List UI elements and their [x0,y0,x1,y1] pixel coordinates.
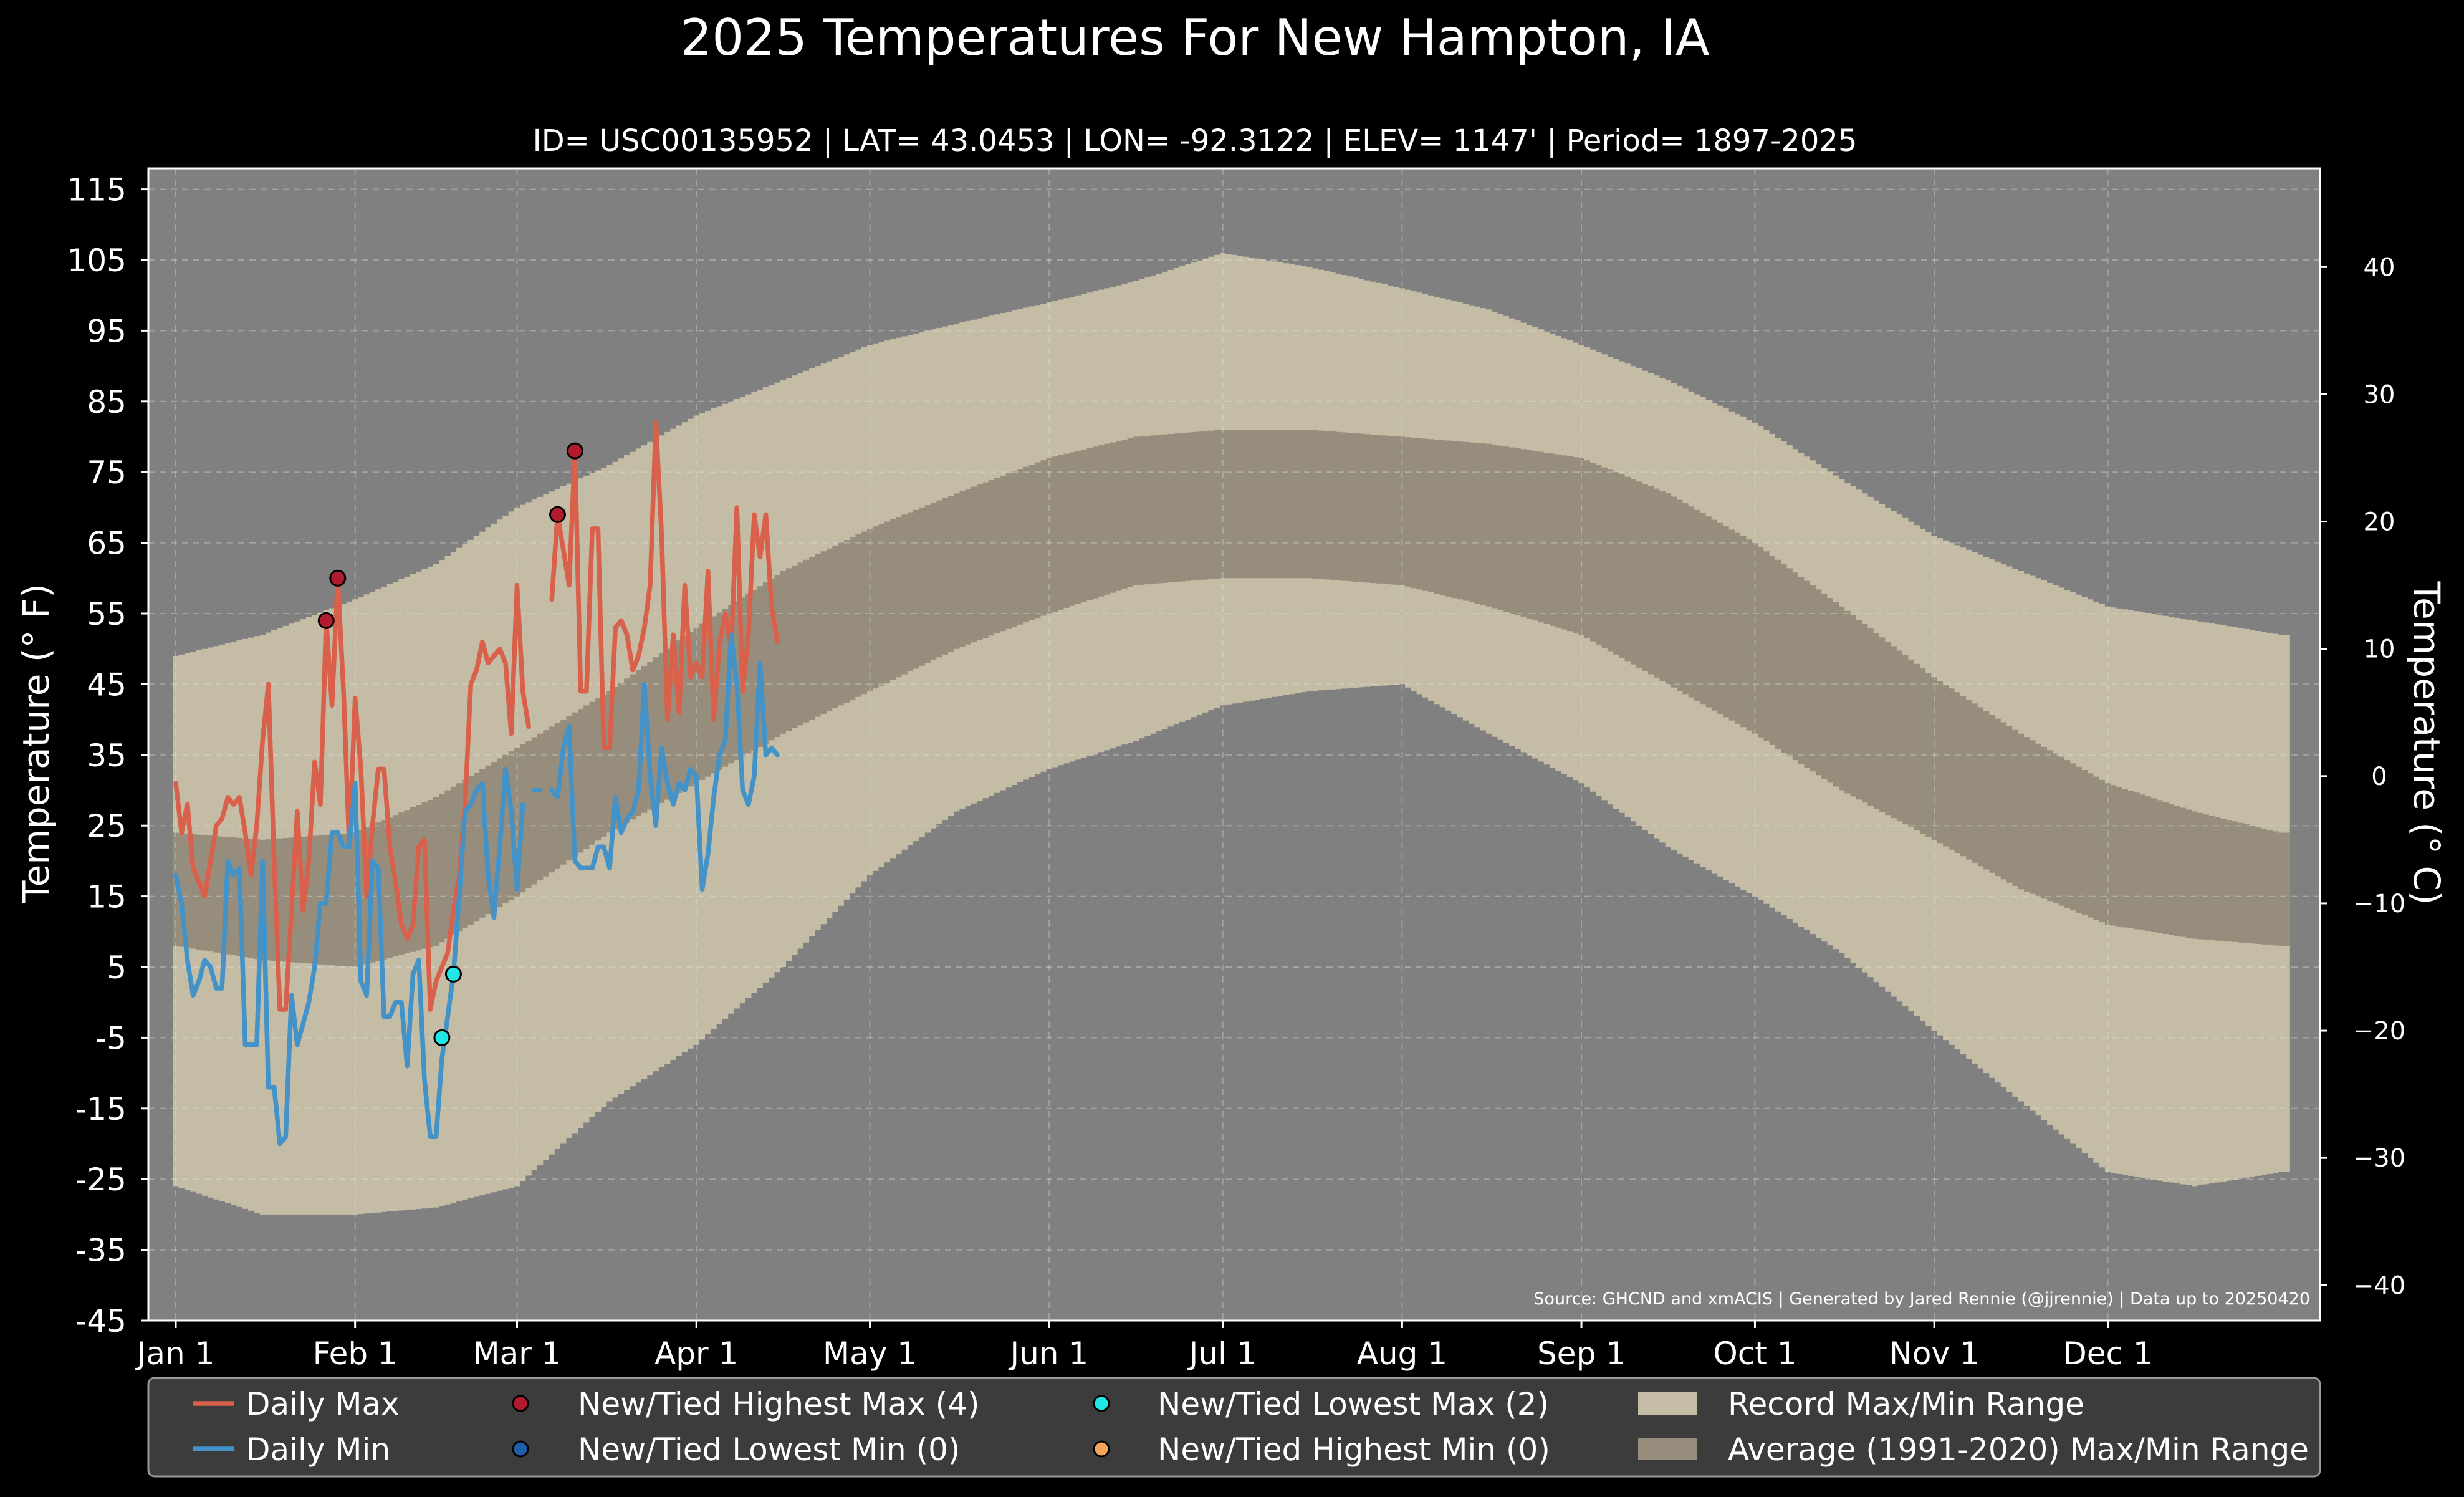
record-marker [317,612,335,629]
source-note: Source: GHCND and xmACIS | Generated by … [1533,1289,2310,1309]
y-tick-label-right: −30 [2353,1144,2405,1173]
y-tick-label-right: 20 [2364,508,2395,537]
x-tick-label: Dec 1 [2063,1336,2152,1372]
plot-frame [147,167,2321,1322]
x-tick-label: Jun 1 [1008,1336,1088,1372]
legend-marker-swatch [1093,1440,1110,1458]
y-tick-label-left: 5 [107,950,127,986]
legend-label: New/Tied Lowest Max (2) [1158,1386,1549,1422]
y-tick-label-right: 10 [2364,635,2395,664]
x-tick-label: Jan 1 [135,1336,215,1372]
record-range-band [173,253,2290,1215]
y-tick-label-left: 55 [87,596,127,632]
daily-min-line [173,632,780,1147]
legend-label: Daily Max [246,1386,400,1422]
legend-patch-swatch [1638,1392,1697,1415]
record-marker [566,442,583,460]
legend-patch-swatch [1638,1438,1697,1460]
legend: Daily Max Daily Min New/Tied Highest Max (… [147,1377,2321,1478]
legend-label: Record Max/Min Range [1728,1386,2084,1422]
y-tick-label-left: 95 [87,313,127,349]
x-tick-label: May 1 [823,1336,917,1372]
x-tick-label: Mar 1 [472,1336,561,1372]
legend-label: New/Tied Lowest Min (0) [578,1432,960,1468]
y-tick-label-left: 35 [87,738,127,774]
legend-label: New/Tied Highest Min (0) [1158,1432,1550,1468]
y-tick-label-left: 65 [87,526,127,562]
y-tick-label-right: 0 [2371,763,2387,791]
y-tick-label-left: -45 [75,1303,127,1339]
x-tick-label: Feb 1 [313,1336,398,1372]
y-tick-label-left: -35 [75,1233,127,1269]
y-tick-label-left: 45 [87,667,127,703]
y-tick-label-left: 115 [67,172,127,208]
legend-label: Average (1991-2020) Max/Min Range [1728,1432,2309,1468]
y-tick-label-left: 75 [87,455,127,491]
legend-marker-swatch [1093,1395,1110,1412]
y-tick-label-right: −40 [2353,1271,2405,1300]
y-tick-label-left: 85 [87,384,127,420]
x-tick-label: Oct 1 [1713,1336,1796,1372]
y-tick-label-left: 25 [87,808,127,844]
y-tick-label-right: 40 [2364,253,2395,282]
y-tick-label-left: -15 [75,1091,127,1127]
legend-box [147,1377,2321,1478]
record-marker [444,965,462,983]
legend-label: New/Tied Highest Max (4) [578,1386,980,1422]
record-marker [329,569,347,587]
x-tick-label: Apr 1 [654,1336,738,1372]
chart-title: 2025 Temperatures For New Hampton, IA [680,9,1710,67]
y-axis-label-left: Temperature (° F) [15,584,57,903]
x-tick-label: Aug 1 [1357,1336,1447,1372]
daily-max-line [173,420,780,1012]
average-range-band [173,430,2290,967]
y-tick-label-left: -5 [95,1020,127,1056]
legend-marker-swatch [512,1395,529,1412]
plot-area: -45 -35 -25 -15 -5 5 15 25 35 45 55 65 75 85 95 105 115 −… [67,167,2405,1372]
y-axis-label-right: Temperature (° C) [2405,580,2448,905]
x-tick-label: Jul 1 [1187,1336,1257,1372]
x-tick-label: Nov 1 [1889,1336,1979,1372]
y-tick-label-left: 15 [87,879,127,915]
legend-marker-swatch [512,1440,529,1458]
y-tick-label-right: 30 [2364,380,2395,409]
y-tick-label-left: 105 [67,243,127,279]
record-marker [433,1029,451,1046]
y-tick-label-right: −20 [2353,1017,2405,1046]
y-tick-label-right: −10 [2353,890,2405,918]
record-marker [549,506,566,523]
y-tick-label-left: -25 [75,1162,127,1198]
chart-subtitle: ID= USC00135952 | LAT= 43.0453 | LON= -9… [533,123,1858,158]
legend-label: Daily Min [246,1432,390,1468]
x-tick-label: Sep 1 [1537,1336,1626,1372]
